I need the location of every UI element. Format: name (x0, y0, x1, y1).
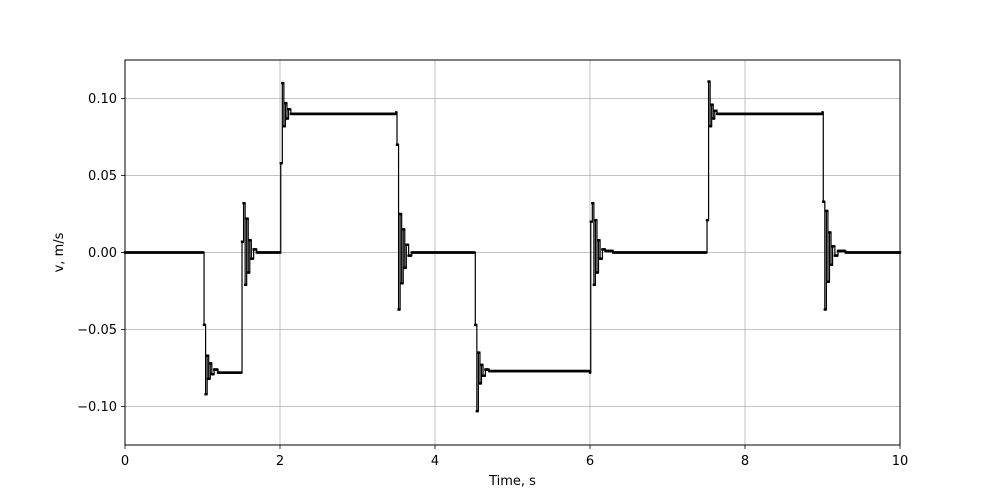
series-marker (206, 354, 210, 357)
series-marker (251, 257, 255, 260)
series-marker (216, 368, 219, 371)
series-marker (241, 240, 244, 243)
series-marker (244, 283, 248, 287)
series-marker (595, 218, 598, 222)
series-marker (281, 81, 285, 85)
series-marker (288, 108, 292, 111)
x-tick-label: 4 (431, 454, 439, 469)
series-marker (706, 218, 709, 222)
series-marker (209, 362, 213, 365)
series-layer (123, 80, 902, 413)
series-marker (590, 220, 593, 223)
series-marker (280, 161, 283, 165)
series-marker (205, 392, 208, 396)
y-tick-label: 0.00 (88, 246, 117, 261)
series-marker (611, 249, 614, 253)
series-marker (822, 200, 826, 203)
x-tick-label: 2 (276, 454, 284, 469)
series-marker (240, 371, 243, 374)
series-marker (286, 117, 289, 120)
series-marker (600, 257, 603, 260)
series-marker (481, 363, 484, 367)
series-marker (249, 238, 252, 242)
axis-ticks: 0 2 4 6 8 10 −0.10 −0.05 0.00 0.05 0.10 (77, 92, 908, 469)
series-marker (832, 245, 836, 248)
series-marker (243, 202, 246, 205)
series-marker (401, 282, 404, 285)
series-marker (202, 251, 205, 254)
series-marker (473, 251, 476, 254)
series-marker (208, 377, 211, 380)
series-marker (830, 263, 833, 267)
y-tick-label: −0.05 (77, 323, 117, 338)
series-marker (406, 243, 410, 246)
series-marker (711, 103, 714, 106)
y-tick-label: −0.10 (77, 400, 117, 415)
x-axis-label: Time, s (488, 474, 536, 489)
series-marker (278, 251, 282, 254)
series-marker (709, 125, 713, 128)
series-marker (483, 374, 486, 377)
x-tick-label: 8 (741, 454, 749, 469)
series-marker (212, 372, 215, 376)
x-tick-label: 0 (121, 454, 129, 469)
series-marker (715, 109, 718, 113)
series-marker (603, 248, 606, 251)
series-marker (712, 117, 716, 120)
series-marker (820, 112, 823, 116)
series-marker (246, 217, 249, 220)
series-marker (843, 249, 847, 253)
series-marker (396, 143, 399, 146)
series-marker (825, 209, 829, 213)
series-marker (254, 248, 258, 251)
series-marker (705, 251, 708, 254)
x-tick-label: 10 (892, 454, 909, 469)
series-marker (588, 369, 591, 373)
series-marker (395, 111, 398, 114)
x-tick-label: 6 (586, 454, 594, 469)
series-marker (479, 382, 482, 385)
series-marker (593, 283, 596, 287)
series-marker (404, 266, 407, 270)
series-marker (821, 111, 824, 114)
series-marker (487, 368, 490, 371)
series-marker (474, 323, 478, 327)
series-marker (836, 254, 839, 257)
series-marker (708, 80, 711, 83)
series-marker (285, 101, 288, 105)
series-marker (596, 271, 599, 274)
series-marker (409, 254, 413, 257)
series-marker (394, 112, 397, 116)
series-marker (247, 271, 251, 274)
series-marker (477, 351, 481, 354)
series-marker (591, 202, 595, 205)
series-marker (402, 228, 406, 231)
series-marker (399, 212, 403, 216)
series-marker (283, 125, 286, 128)
series-marker (829, 231, 832, 234)
y-axis-label: v, m/s (52, 232, 67, 272)
series-marker (203, 323, 207, 327)
series-marker (398, 308, 401, 311)
series-marker (827, 280, 830, 283)
y-tick-label: 0.05 (88, 169, 117, 184)
series-marker (476, 409, 479, 413)
y-tick-label: 0.10 (88, 92, 117, 107)
series-marker (588, 371, 592, 374)
series-marker (824, 308, 827, 311)
series-marker (598, 238, 601, 242)
